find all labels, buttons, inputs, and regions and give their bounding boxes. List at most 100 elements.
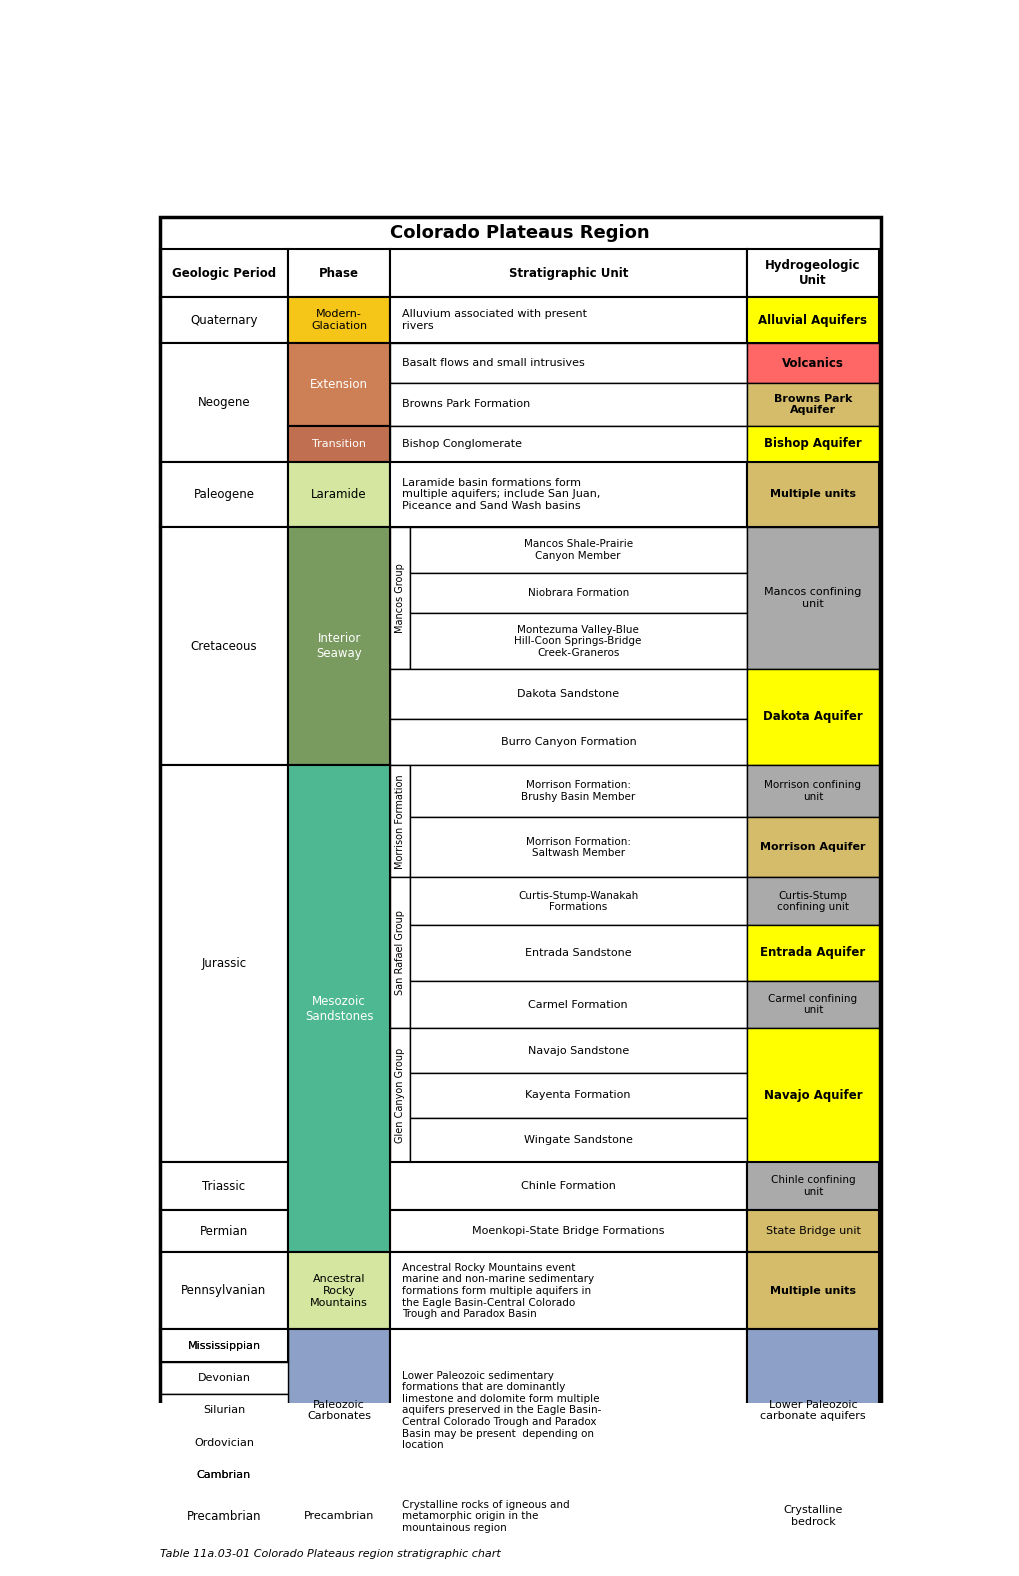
Bar <box>390 249 746 296</box>
Text: Chinle Formation: Chinle Formation <box>521 1182 615 1191</box>
Text: Glen Canyon Group: Glen Canyon Group <box>394 1048 405 1143</box>
Text: Morrison Aquifer: Morrison Aquifer <box>759 843 865 853</box>
Bar <box>287 344 390 426</box>
Bar <box>287 426 390 462</box>
Text: Phase: Phase <box>319 266 359 279</box>
Bar <box>160 462 287 526</box>
Bar <box>160 1253 287 1330</box>
Bar <box>746 764 878 818</box>
Bar <box>390 1491 746 1541</box>
Bar <box>160 344 287 462</box>
Text: Multiple units: Multiple units <box>769 490 855 500</box>
Bar <box>160 526 287 764</box>
Text: Carmel Formation: Carmel Formation <box>528 999 628 1010</box>
Text: Ancestral
Rocky
Mountains: Ancestral Rocky Mountains <box>310 1275 368 1308</box>
Bar <box>390 1029 410 1163</box>
Text: Morrison Formation:
Saltwash Member: Morrison Formation: Saltwash Member <box>525 837 630 859</box>
Bar <box>160 1362 287 1395</box>
Bar <box>160 1330 287 1362</box>
Text: Mancos Shale-Prairie
Canyon Member: Mancos Shale-Prairie Canyon Member <box>523 539 632 561</box>
Text: Basalt flows and small intrusives: Basalt flows and small intrusives <box>401 358 584 369</box>
Text: Browns Park Formation: Browns Park Formation <box>401 399 530 410</box>
Bar <box>746 818 878 878</box>
Bar <box>287 462 390 526</box>
Text: Carmel confining
unit: Carmel confining unit <box>767 994 857 1015</box>
Text: Browns Park
Aquifer: Browns Park Aquifer <box>773 394 851 414</box>
Bar <box>390 426 746 462</box>
Text: Curtis-Stump
confining unit: Curtis-Stump confining unit <box>776 890 848 913</box>
Bar <box>746 344 878 383</box>
Bar <box>410 526 746 574</box>
Bar <box>410 1073 746 1117</box>
Bar <box>160 1330 287 1362</box>
Bar <box>746 249 878 296</box>
Bar <box>287 526 390 764</box>
Bar <box>746 296 878 344</box>
Bar <box>410 764 746 818</box>
Text: Volcanics: Volcanics <box>782 356 843 370</box>
Bar <box>410 1117 746 1163</box>
Text: Devonian: Devonian <box>198 1373 251 1384</box>
Text: Jurassic: Jurassic <box>201 957 247 971</box>
Text: Hydrogeologic
Unit: Hydrogeologic Unit <box>764 258 860 287</box>
Bar <box>746 1491 878 1541</box>
Text: Bishop Aquifer: Bishop Aquifer <box>763 437 861 451</box>
Text: Burro Canyon Formation: Burro Canyon Formation <box>500 738 636 747</box>
Text: Stratigraphic Unit: Stratigraphic Unit <box>508 266 628 279</box>
Bar <box>287 249 390 296</box>
Text: Ancestral Rocky Mountains event
marine and non-marine sedimentary
formations for: Ancestral Rocky Mountains event marine a… <box>401 1262 593 1319</box>
Text: Alluvium associated with present
rivers: Alluvium associated with present rivers <box>401 309 586 331</box>
Text: Modern-
Glaciation: Modern- Glaciation <box>311 309 367 331</box>
Bar <box>390 296 746 344</box>
Bar <box>746 1210 878 1253</box>
Bar <box>160 1491 287 1541</box>
Text: Colorado Plateaus Region: Colorado Plateaus Region <box>389 224 649 243</box>
Bar <box>160 217 880 249</box>
Bar <box>390 526 410 668</box>
Text: Laramide: Laramide <box>311 489 367 501</box>
Text: Triassic: Triassic <box>202 1180 246 1193</box>
Bar <box>410 574 746 613</box>
Text: Chinle confining
unit: Chinle confining unit <box>770 1176 855 1198</box>
Text: Table 11a.03-01 Colorado Plateaus region stratigraphic chart: Table 11a.03-01 Colorado Plateaus region… <box>160 1549 500 1559</box>
Text: Multiple units: Multiple units <box>769 1286 855 1295</box>
Bar <box>410 818 746 878</box>
Bar <box>390 719 746 764</box>
Bar <box>410 1029 746 1073</box>
Text: Mesozoic
Sandstones: Mesozoic Sandstones <box>305 994 373 1023</box>
Bar <box>287 1491 390 1541</box>
Text: Dakota Aquifer: Dakota Aquifer <box>762 711 862 723</box>
Bar <box>410 980 746 1029</box>
Bar <box>746 383 878 426</box>
Bar <box>287 1253 390 1330</box>
Bar <box>160 1459 287 1491</box>
Bar <box>410 878 746 925</box>
Bar <box>390 668 746 719</box>
Bar <box>390 1163 746 1210</box>
Text: Silurian: Silurian <box>203 1406 245 1415</box>
Bar <box>390 764 410 878</box>
Bar <box>390 1253 746 1330</box>
Text: Mississippian: Mississippian <box>187 1341 260 1351</box>
Bar <box>160 1210 287 1253</box>
Text: Cambrian: Cambrian <box>197 1470 251 1480</box>
Text: Precambrian: Precambrian <box>304 1511 374 1521</box>
Bar <box>746 426 878 462</box>
Text: Laramide basin formations form
multiple aquifers; include San Juan,
Piceance and: Laramide basin formations form multiple … <box>401 478 599 511</box>
Bar <box>160 296 287 344</box>
Bar <box>390 1330 746 1491</box>
Bar <box>287 764 390 1253</box>
Text: Crystalline rocks of igneous and
metamorphic origin in the
mountainous region: Crystalline rocks of igneous and metamor… <box>401 1500 569 1533</box>
Bar <box>390 344 746 383</box>
Bar <box>390 1210 746 1253</box>
Bar <box>160 764 287 1163</box>
Bar <box>746 1163 878 1210</box>
Text: Precambrian: Precambrian <box>186 1510 261 1522</box>
Bar <box>410 925 746 980</box>
Text: Dakota Sandstone: Dakota Sandstone <box>517 689 619 698</box>
Bar <box>746 925 878 980</box>
Text: Transition: Transition <box>312 438 366 449</box>
Text: Lower Paleozoic
carbonate aquifers: Lower Paleozoic carbonate aquifers <box>759 1399 865 1422</box>
Bar <box>390 878 410 1029</box>
Bar <box>410 613 746 668</box>
